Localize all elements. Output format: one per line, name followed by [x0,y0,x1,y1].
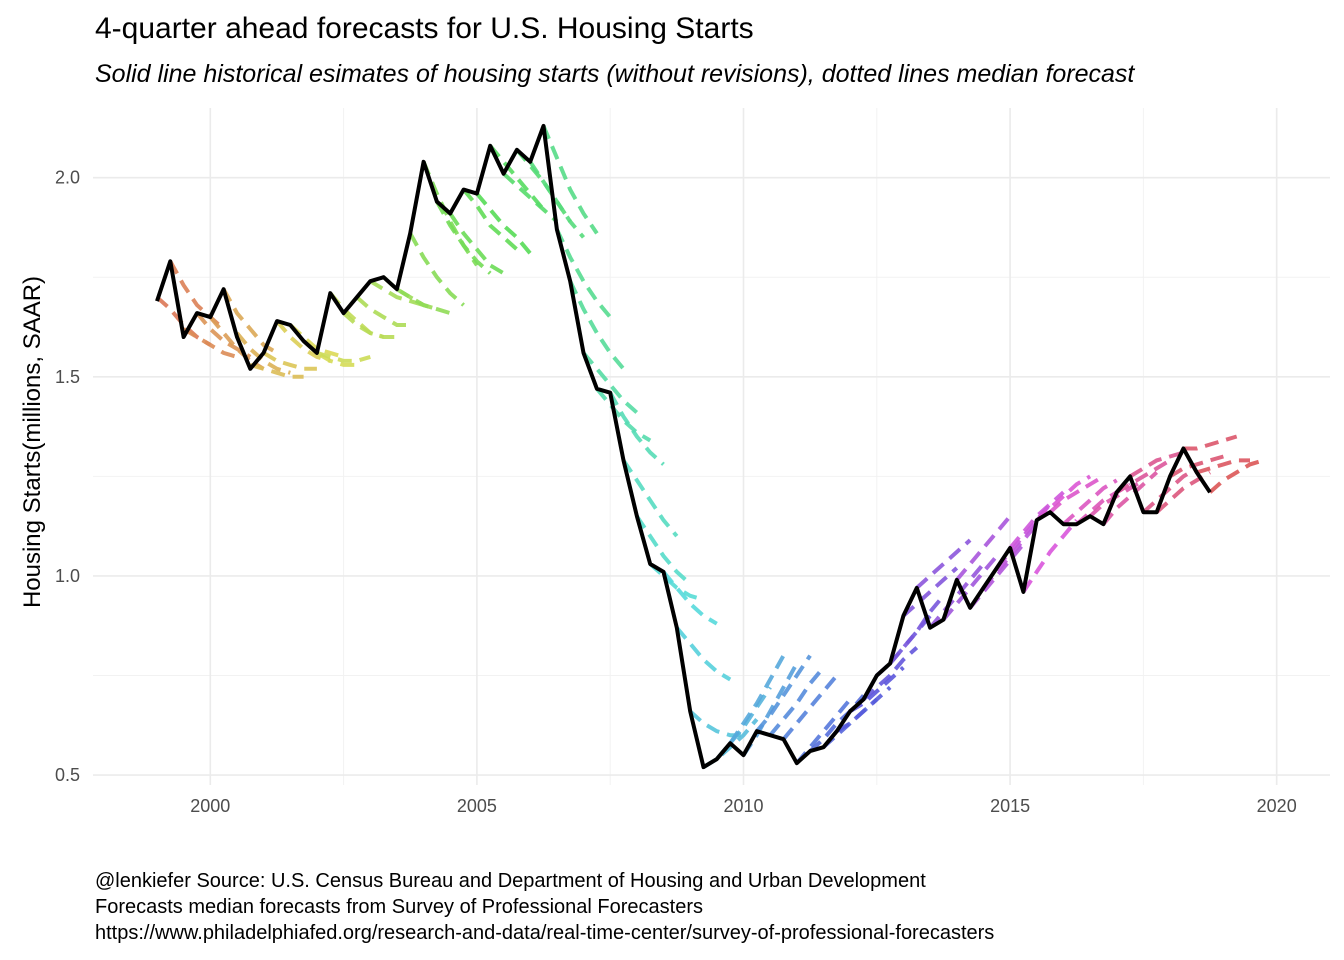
caption-forecasts: Forecasts median forecasts from Survey o… [95,896,704,918]
forecast-line [316,350,371,363]
forecast-line [435,200,492,275]
forecast-line [808,694,866,753]
historical-series-line [155,123,1212,770]
forecast-lines [155,125,1264,769]
forecast-line [902,566,959,618]
caption-url: https://www.philadelphiafed.org/research… [95,922,995,944]
forecast-line [1129,450,1184,479]
forecast-line [755,654,812,733]
forecast-line [888,594,945,665]
forecast-line [208,315,265,371]
forecast-line [462,188,519,251]
forecast-line [182,327,238,359]
chart-subtitle: Solid line historical esimates of housin… [95,60,1135,88]
y-axis-label: Housing Starts(millions, SAAR) [19,276,46,608]
forecast-line [408,232,465,307]
forecast-line [195,311,252,359]
forecast-line [221,288,279,355]
forecast-line [1101,470,1159,526]
x-tick-label: 2010 [723,796,763,816]
forecast-line [369,279,425,308]
forecast-line [1196,458,1250,475]
forecast-line [661,570,718,626]
y-tick-label: 1.0 [55,566,80,586]
forecast-line [249,362,304,379]
chart-title: 4-quarter ahead forecasts for U.S. Housi… [95,12,754,45]
forecast-line [395,287,451,316]
forecast-line [568,280,626,371]
forecast-line [502,172,559,223]
forecast-line [541,125,599,235]
forecast-line [555,228,612,319]
x-tick-label: 2005 [457,796,497,816]
y-tick-label: 2.0 [55,168,80,188]
forecast-line [741,662,799,757]
forecast-line [235,331,291,375]
y-axis-ticks: 0.5 1.0 1.5 2.0 [55,168,80,785]
forecast-line [1035,474,1092,522]
forecast-line [1062,478,1118,526]
x-axis-ticks: 2000 2005 2010 2015 2020 [190,796,1296,816]
forecast-line [275,319,331,363]
forecast-line [595,387,652,443]
forecast-line [475,192,532,255]
forecast-line [688,709,744,738]
forecast-line [1048,474,1105,514]
x-tick-label: 2020 [1257,796,1297,816]
y-tick-label: 1.5 [55,367,80,387]
forecast-line [648,562,705,602]
forecast-line [941,554,999,621]
forecast-line [488,144,546,211]
forecast-line [862,646,919,701]
forecast-line [528,160,586,239]
forecast-line [728,654,786,745]
forecast-line [1183,434,1238,451]
forecast-line [1115,458,1172,495]
forecast-line [1142,466,1198,514]
forecast-line [1021,518,1079,594]
forecast-line [608,391,665,466]
forecast-line [355,295,411,327]
forecast-line [915,538,972,590]
forecast-line [635,515,692,586]
historical-line [155,123,1212,770]
forecast-line [448,212,505,276]
forecast-line [621,459,679,538]
x-tick-label: 2015 [990,796,1030,816]
forecast-line [835,685,892,733]
grid [93,108,1330,785]
forecast-line [768,666,826,737]
forecast-line [675,626,732,682]
forecast-line [928,562,985,629]
forecast-line [955,514,1012,582]
caption-source: @lenkiefer Source: U.S. Census Bureau an… [95,870,926,892]
forecast-line [1008,490,1065,550]
forecast-line [781,674,839,741]
forecast-line [581,351,639,415]
forecast-line [262,351,317,371]
forecast-line [342,311,397,339]
forecast-line [1168,454,1224,479]
forecast-line [155,295,212,347]
forecast-line [1208,458,1264,494]
y-tick-label: 0.5 [55,765,80,785]
x-tick-label: 2000 [190,796,230,816]
